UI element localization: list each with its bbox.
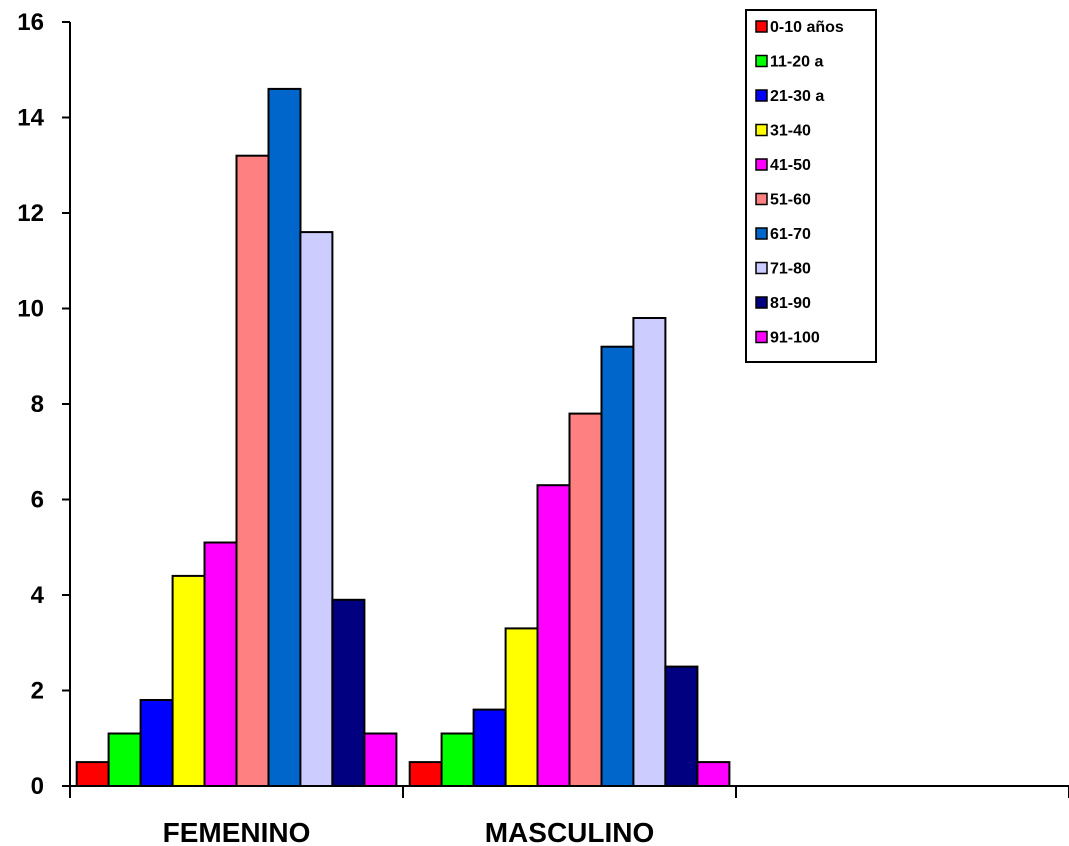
legend-swatch [755, 20, 768, 33]
legend-swatch [755, 296, 768, 309]
bar [696, 761, 731, 787]
bar [632, 317, 667, 787]
bar [568, 412, 603, 787]
legend-label: 71-80 [770, 261, 811, 278]
bar [440, 732, 475, 787]
bars-group [75, 87, 731, 788]
bar [203, 541, 238, 787]
legend-swatch [755, 261, 768, 275]
legend-label: 91-100 [770, 330, 820, 347]
bar [267, 87, 302, 787]
bar [504, 627, 539, 788]
legend-label: 0-10 años [770, 19, 844, 36]
y-tick-label: 10 [17, 296, 44, 323]
bar [171, 574, 206, 788]
legend-swatch [755, 89, 768, 102]
x-category-label: MASCULINO [485, 817, 655, 846]
bar [536, 484, 571, 787]
bar [408, 761, 443, 787]
y-tick-label: 6 [31, 487, 44, 514]
legend-label: 81-90 [770, 295, 811, 312]
bar [299, 231, 334, 788]
legend-swatch [755, 54, 768, 68]
bar [107, 732, 142, 787]
legend-swatch [755, 227, 768, 240]
bar [139, 699, 174, 787]
y-ticks-group: 0 2 4 6 8 10 12 14 16 [17, 9, 70, 800]
legend-label: 21-30 a [770, 88, 824, 105]
y-tick-label: 12 [17, 200, 44, 227]
legend-label: 31-40 [770, 123, 811, 140]
y-tick-label: 8 [31, 391, 44, 418]
y-tick-label: 2 [31, 678, 44, 705]
legend-label: 51-60 [770, 192, 811, 209]
x-category-label: FEMENINO [163, 817, 311, 846]
bar [331, 598, 366, 787]
bar [363, 732, 398, 787]
y-tick-label: 16 [17, 9, 44, 36]
legend-swatch [755, 330, 768, 344]
y-tick-label: 4 [31, 582, 45, 609]
legend-swatch [755, 123, 768, 137]
bar [664, 665, 699, 787]
y-tick-label: 14 [17, 105, 44, 132]
bar [600, 345, 635, 787]
y-tick-label: 0 [31, 773, 44, 800]
legend-swatch [755, 192, 768, 206]
legend-label: 61-70 [770, 226, 811, 243]
legend-label: 11-20 a [770, 54, 823, 71]
bar [235, 154, 270, 787]
legend: 0-10 años 11-20 a 21-30 a 31-40 41-50 51-60 61… [745, 9, 877, 363]
legend-label: 41-50 [770, 157, 811, 174]
bar [472, 708, 507, 787]
bar [75, 761, 110, 787]
x-categories-group: FEMENINO MASCULINO [69, 786, 1069, 846]
legend-swatch [755, 158, 768, 171]
